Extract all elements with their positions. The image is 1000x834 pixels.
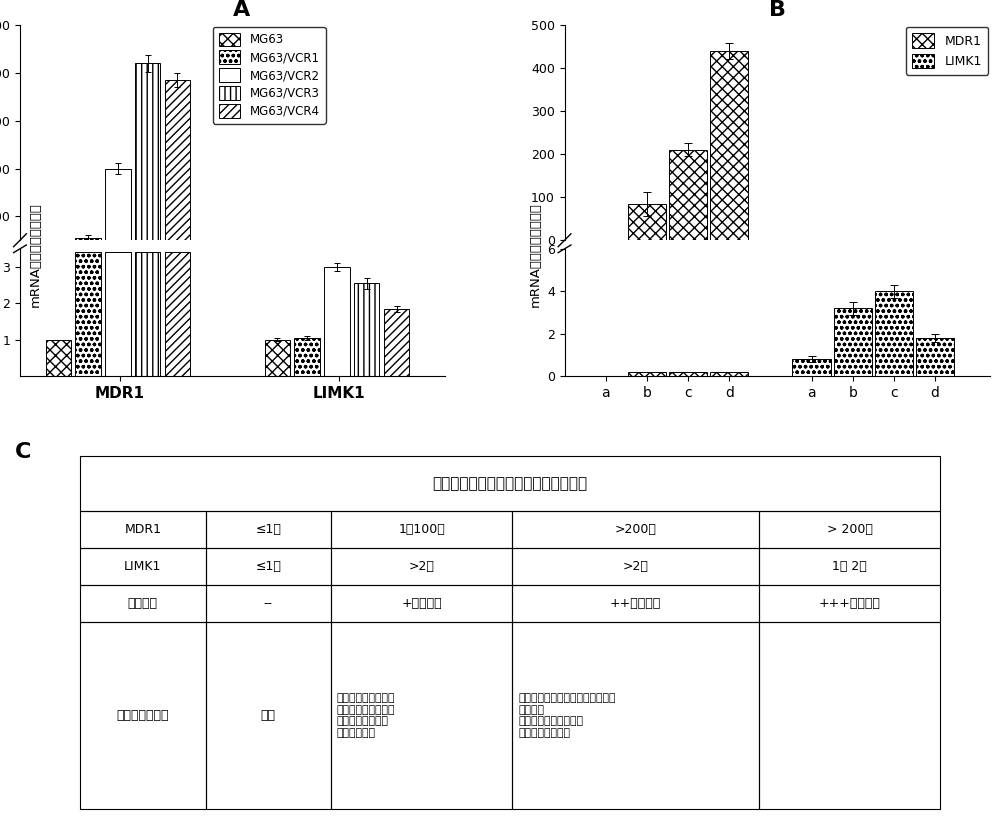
- Text: >2倍: >2倍: [409, 560, 435, 573]
- Bar: [875, 291, 913, 376]
- Bar: [135, 253, 160, 376]
- Text: 敏感: 敏感: [261, 709, 276, 722]
- Text: 1～100倍: 1～100倍: [398, 523, 445, 536]
- Bar: [628, 372, 666, 376]
- Text: ≤1倍: ≤1倍: [255, 523, 281, 536]
- Bar: [354, 284, 379, 376]
- Bar: [80, 585, 206, 622]
- Bar: [206, 511, 331, 548]
- Bar: [80, 622, 206, 809]
- Text: 化疗药筛选建议: 化疗药筛选建议: [117, 709, 169, 722]
- Bar: [80, 456, 940, 511]
- Bar: [105, 253, 131, 376]
- Legend: MDR1, LIMK1: MDR1, LIMK1: [906, 27, 988, 74]
- Bar: [331, 548, 512, 585]
- Bar: [46, 339, 71, 376]
- Text: LIMK1: LIMK1: [124, 560, 161, 573]
- Bar: [165, 80, 190, 264]
- Bar: [628, 203, 666, 240]
- Text: >200倍: >200倍: [615, 523, 657, 536]
- Text: > 200倍: > 200倍: [827, 523, 873, 536]
- Bar: [75, 238, 101, 264]
- Bar: [80, 548, 206, 585]
- Text: 耗药性分析及临床化疗药用药筛选建议: 耗药性分析及临床化疗药用药筛选建议: [433, 476, 588, 491]
- Bar: [206, 585, 331, 622]
- Bar: [165, 253, 190, 376]
- Bar: [206, 622, 331, 809]
- Bar: [331, 511, 512, 548]
- Bar: [512, 585, 759, 622]
- Bar: [710, 51, 748, 240]
- Bar: [669, 150, 707, 240]
- Text: mRNA相对表达量（倍）: mRNA相对表达量（倍）: [28, 202, 42, 307]
- Bar: [265, 339, 290, 376]
- Text: >2倍: >2倍: [623, 560, 649, 573]
- Bar: [916, 338, 954, 376]
- Text: ≤1倍: ≤1倍: [255, 560, 281, 573]
- Text: B: B: [769, 0, 786, 20]
- Bar: [331, 622, 512, 809]
- Bar: [512, 548, 759, 585]
- Bar: [294, 338, 320, 376]
- Legend: MG63, MG63/VCR1, MG63/VCR2, MG63/VCR3, MG63/VCR4: MG63, MG63/VCR1, MG63/VCR2, MG63/VCR3, M…: [213, 27, 326, 123]
- Bar: [105, 168, 131, 264]
- Bar: [834, 308, 872, 376]
- Bar: [324, 267, 350, 376]
- Bar: [384, 309, 409, 376]
- Text: --: --: [264, 597, 273, 610]
- Text: ・高度耗药：多柔比星，紫杉醇，
匔柔比星
・低度耗药：甲氧蝶吟
・敏感：吉西他滨: ・高度耗药：多柔比星，紫杉醇， 匔柔比星 ・低度耗药：甲氧蝶吟 ・敏感：吉西他滨: [518, 693, 616, 738]
- Bar: [669, 372, 707, 376]
- Bar: [759, 548, 940, 585]
- Text: ++（中度）: ++（中度）: [610, 597, 661, 610]
- Text: ・低度耗药：紫杉醇
・敏感：甲氧蝶吟，
多柔比星，匕柔比
星，吉西他滨: ・低度耗药：紫杉醇 ・敏感：甲氧蝶吟， 多柔比星，匕柔比 星，吉西他滨: [337, 693, 395, 738]
- Bar: [759, 622, 940, 809]
- Text: +++（高度）: +++（高度）: [819, 597, 881, 610]
- Bar: [135, 63, 160, 264]
- Bar: [331, 585, 512, 622]
- Bar: [792, 359, 831, 376]
- Bar: [759, 511, 940, 548]
- Bar: [512, 511, 759, 548]
- Text: +（低度）: +（低度）: [401, 597, 442, 610]
- Bar: [759, 585, 940, 622]
- Bar: [75, 253, 101, 376]
- Text: MDR1: MDR1: [124, 523, 161, 536]
- Bar: [206, 548, 331, 585]
- Bar: [80, 511, 206, 548]
- Text: 1～ 2倍: 1～ 2倍: [832, 560, 867, 573]
- Bar: [710, 372, 748, 376]
- Bar: [512, 622, 759, 809]
- Text: C: C: [15, 442, 31, 462]
- Text: mRNA相对表达量（倍）: mRNA相对表达量（倍）: [528, 202, 542, 307]
- Text: A: A: [233, 0, 250, 20]
- Text: 耗药程度: 耗药程度: [128, 597, 158, 610]
